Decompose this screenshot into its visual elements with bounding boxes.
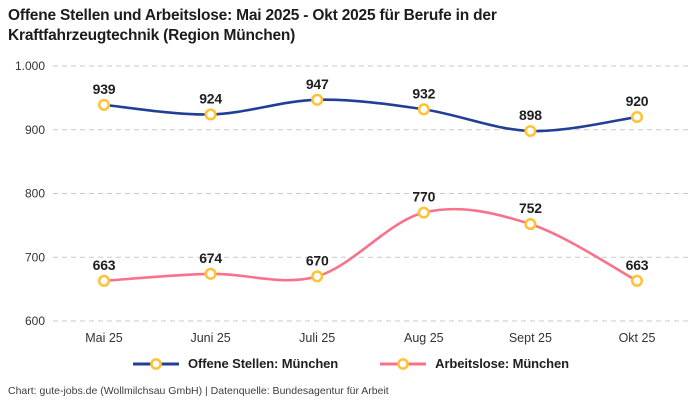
line-chart: 600 700 800 900 1.000 Mai 25 Juni 25 Juli 25 Aug… — [15, 59, 690, 345]
y-axis-label: 600 — [25, 314, 45, 328]
data-point-label: 663 — [93, 257, 116, 273]
data-point-marker — [97, 98, 111, 111]
data-point-marker — [524, 124, 537, 138]
data-point-marker — [630, 110, 644, 124]
data-point-label: 670 — [306, 252, 329, 268]
data-point-label: 947 — [306, 76, 329, 92]
data-point-label: 674 — [199, 250, 222, 266]
legend-label-arbeitslose: Arbeitslose: München — [435, 356, 569, 371]
x-axis-label: Sept 25 — [509, 331, 552, 345]
x-axis-label: Juli 25 — [299, 331, 335, 345]
x-axis-label: Aug 25 — [404, 331, 444, 345]
y-axis-label: 1.000 — [15, 59, 45, 73]
data-point-marker — [204, 108, 217, 121]
attribution-footer: Chart: gute-jobs.de (Wollmilchsau GmbH) … — [8, 385, 389, 397]
data-point-marker — [204, 267, 217, 280]
legend-item-arbeitslose: Arbeitslose: München — [378, 356, 569, 371]
data-point-label: 752 — [519, 200, 542, 216]
chart-title: Offene Stellen und Arbeitslose: Mai 2025… — [8, 7, 497, 45]
data-point-marker — [311, 270, 324, 283]
x-axis-label: Okt 25 — [619, 331, 656, 345]
x-axis-label: Mai 25 — [85, 331, 123, 345]
legend-line-sample-blue — [133, 357, 180, 370]
legend: Offene Stellen: München Arbeitslose: Mün… — [0, 356, 700, 371]
data-point-label: 920 — [626, 93, 649, 109]
data-point-label: 932 — [412, 85, 435, 101]
y-axis-label: 700 — [25, 250, 45, 264]
y-axis-label: 800 — [25, 187, 45, 201]
data-point-marker — [97, 274, 111, 287]
data-point-label: 770 — [412, 189, 435, 205]
data-point-marker — [311, 93, 324, 106]
data-point-label: 898 — [519, 107, 542, 123]
y-axis-label: 900 — [25, 123, 45, 137]
legend-line-sample-pink — [380, 357, 427, 370]
data-point-label: 924 — [199, 90, 222, 106]
data-point-marker — [417, 206, 430, 219]
data-point-marker — [630, 274, 644, 287]
series-line — [102, 207, 639, 283]
legend-label-offene-stellen: Offene Stellen: München — [188, 356, 339, 371]
data-point-label: 663 — [626, 257, 649, 273]
series-line — [102, 98, 639, 133]
data-point-marker — [524, 218, 537, 231]
x-axis-label: Juni 25 — [190, 331, 230, 345]
legend-item-offene-stellen: Offene Stellen: München — [131, 356, 338, 371]
data-point-label: 939 — [93, 81, 116, 97]
data-point-marker — [417, 103, 430, 116]
